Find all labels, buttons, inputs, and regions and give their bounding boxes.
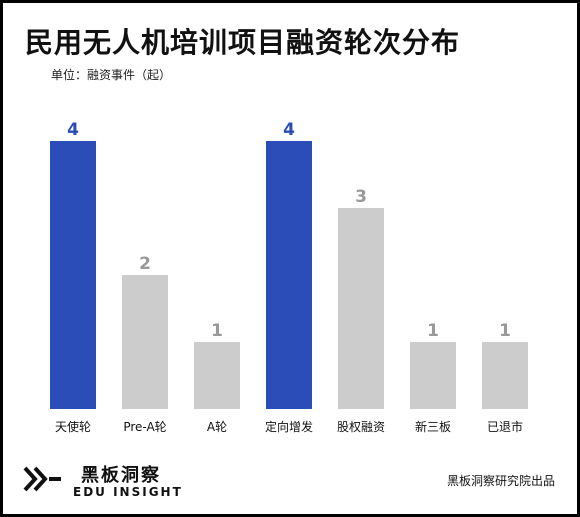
bar-7 bbox=[482, 342, 528, 409]
category-label-7: 已退市 bbox=[487, 419, 523, 434]
bar-5 bbox=[338, 208, 384, 409]
footer: 黑板洞察 EDU INSIGHT 黑板洞察研究院出品 bbox=[3, 458, 577, 514]
data-label-1: 4 bbox=[67, 120, 79, 140]
unit-label: 单位：融资事件（起） bbox=[51, 68, 172, 82]
data-label-6: 1 bbox=[427, 321, 439, 341]
category-label-6: 新三板 bbox=[415, 419, 451, 434]
brand-logo: 黑板洞察 EDU INSIGHT bbox=[23, 461, 181, 499]
category-label-3: A轮 bbox=[207, 420, 227, 434]
bar-chart: 4 天使轮 2 Pre-A轮 1 A轮 4 定向增发 3 股权融资 1 新三板 1 已退市 bbox=[50, 120, 528, 434]
bar-2 bbox=[122, 275, 168, 409]
data-label-3: 1 bbox=[211, 321, 223, 341]
chart-title: 民用无人机培训项目融资轮次分布 bbox=[25, 26, 461, 59]
bar-4 bbox=[266, 141, 312, 409]
bar-3 bbox=[194, 342, 240, 409]
category-label-1: 天使轮 bbox=[55, 419, 91, 434]
bar-1 bbox=[50, 141, 96, 409]
edu-insight-logo-icon bbox=[23, 466, 61, 492]
data-label-5: 3 bbox=[355, 187, 367, 207]
category-label-4: 定向增发 bbox=[265, 419, 313, 434]
chart-card: 民用无人机培训项目融资轮次分布 单位：融资事件（起） 4 天使轮 2 Pre-A轮 1 A… bbox=[3, 3, 577, 514]
logo-en-text: EDU INSIGHT bbox=[73, 485, 183, 499]
data-label-2: 2 bbox=[139, 254, 151, 274]
category-label-5: 股权融资 bbox=[337, 420, 385, 434]
source-credit: 黑板洞察研究院出品 bbox=[446, 474, 555, 488]
bar-6 bbox=[410, 342, 456, 409]
data-label-4: 4 bbox=[283, 120, 295, 140]
logo-cn-text: 黑板洞察 bbox=[81, 465, 161, 486]
category-label-2: Pre-A轮 bbox=[123, 420, 166, 434]
data-label-7: 1 bbox=[499, 321, 511, 341]
